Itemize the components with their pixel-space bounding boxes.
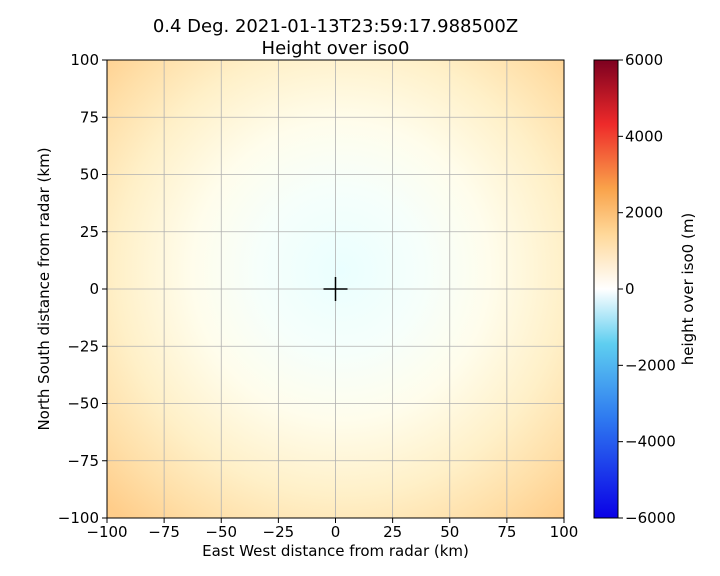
x-tick-label: 50 [440,523,459,541]
x-tick-label: 25 [383,523,402,541]
colorbar-label: height over iso0 (m) [679,213,697,366]
colorbar-tick-label: −4000 [625,433,676,451]
chart-title-line1: 0.4 Deg. 2021-01-13T23:59:17.988500Z [153,16,518,37]
colorbar-tick-label: 2000 [625,204,663,222]
colorbar-tick-label: 0 [625,280,635,298]
colorbar-gradient [594,60,618,518]
y-tick-label: −25 [67,337,99,355]
x-tick-label: 100 [550,523,579,541]
y-tick-label: −50 [67,395,99,413]
x-tick-label: 0 [331,523,341,541]
y-axis-label: North South distance from radar (km) [35,147,53,430]
colorbar-tick-label: −6000 [625,509,676,527]
x-tick-label: −50 [205,523,237,541]
x-tick-label: −25 [263,523,295,541]
y-tick-label: 75 [80,108,99,126]
x-axis-ticks: −100 −75 −50 −25 0 25 50 75 100 [86,518,578,541]
y-tick-label: 50 [80,166,99,184]
y-axis-ticks: −100 −75 −50 −25 0 25 50 75 100 [58,51,107,527]
y-tick-label: −100 [58,509,99,527]
plot-area [106,59,565,519]
colorbar-tick-label: −2000 [625,356,676,374]
y-tick-label: −75 [67,452,99,470]
x-tick-label: −100 [86,523,127,541]
colorbar-tick-label: 6000 [625,51,663,69]
y-tick-label: 25 [80,223,99,241]
y-tick-label: 100 [70,51,99,69]
x-tick-label: −75 [148,523,180,541]
chart-title-line2: Height over iso0 [262,38,410,59]
x-axis-label: East West distance from radar (km) [202,542,469,560]
y-tick-label: 0 [89,280,99,298]
x-tick-label: 75 [497,523,516,541]
colorbar-tick-label: 4000 [625,127,663,145]
radar-marker [323,277,348,301]
colorbar: −6000 −4000 −2000 0 2000 4000 6000 height over… [593,51,697,527]
colorbar-ticks: −6000 −4000 −2000 0 2000 4000 6000 [618,51,676,527]
